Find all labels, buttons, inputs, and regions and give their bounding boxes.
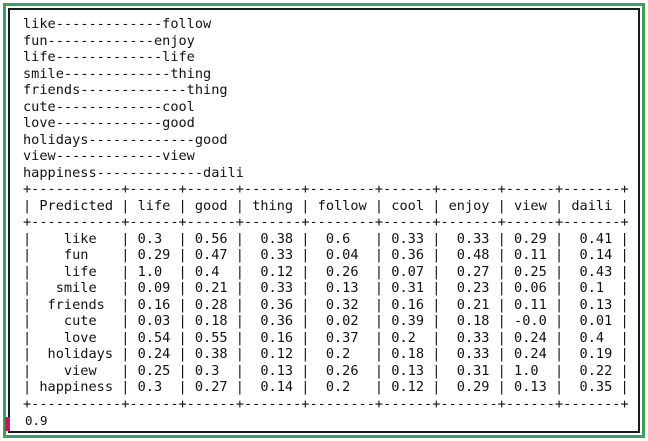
table-row: | life | 1.0 | 0.4 | 0.12 | 0.26 | 0.07 … — [23, 263, 629, 280]
word-pair-line: happiness-------------daili — [23, 164, 244, 181]
table-row: | love | 0.54 | 0.55 | 0.16 | 0.37 | 0.2… — [23, 329, 629, 346]
table-row: | like | 0.3 | 0.56 | 0.38 | 0.6 | 0.33 … — [23, 230, 629, 247]
console-text: like-------------follow fun-------------e… — [23, 16, 629, 412]
word-pair-line: friends-------------thing — [23, 82, 228, 98]
table-border-bottom: +-----------+------+------+-------+-----… — [23, 395, 629, 412]
word-pair-line: fun-------------enjoy — [23, 32, 195, 49]
table-header-row: | Predicted | life | good | thing | foll… — [23, 197, 629, 214]
word-pair-line: cute-------------cool — [23, 98, 195, 115]
word-pair-line: love-------------good — [23, 115, 195, 131]
table-row: | smile | 0.09 | 0.21 | 0.33 | 0.13 | 0.… — [23, 280, 629, 296]
output-frame: like-------------follow fun-------------e… — [3, 3, 645, 438]
table-row: | cute | 0.03 | 0.18 | 0.36 | 0.02 | 0.3… — [23, 313, 629, 329]
table-row: | friends | 0.16 | 0.28 | 0.36 | 0.32 | … — [23, 296, 629, 313]
table-border-top: +-----------+------+------+-------+-----… — [23, 181, 629, 197]
table-row: | fun | 0.29 | 0.47 | 0.33 | 0.04 | 0.36… — [23, 247, 629, 263]
word-pair-line: view-------------view — [23, 148, 195, 164]
word-pair-line: like-------------follow — [23, 16, 212, 32]
word-pair-line: life-------------life — [23, 49, 195, 65]
table-row: | happiness | 0.3 | 0.27 | 0.14 | 0.2 | … — [23, 379, 629, 395]
cursor-marker — [5, 417, 10, 431]
result-value: 0.9 — [25, 413, 48, 428]
table-row: | holidays | 0.24 | 0.38 | 0.12 | 0.2 | … — [23, 346, 629, 362]
word-pair-line: holidays-------------good — [23, 131, 228, 148]
word-pair-line: smile-------------thing — [23, 65, 212, 82]
table-row: | view | 0.25 | 0.3 | 0.13 | 0.26 | 0.13… — [23, 362, 629, 379]
table-border-header: +-----------+------+------+-------+-----… — [23, 214, 629, 230]
console-output-panel: like-------------follow fun-------------e… — [8, 8, 640, 433]
